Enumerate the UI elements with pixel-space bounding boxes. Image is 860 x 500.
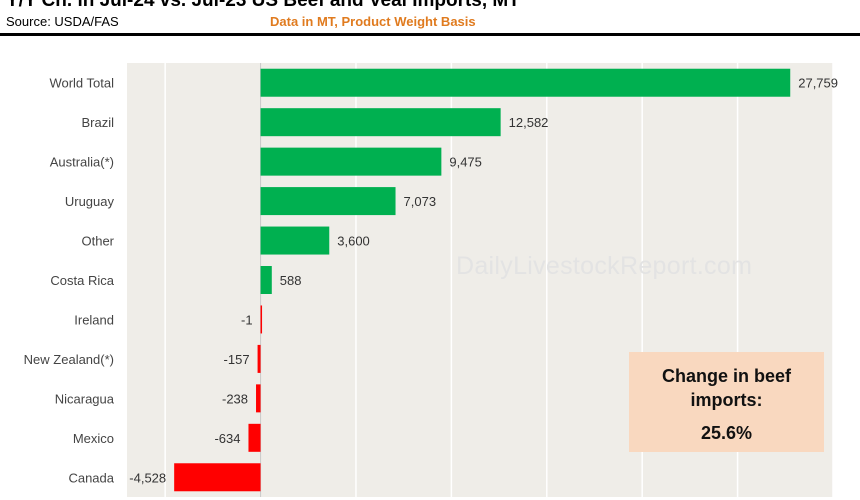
bar bbox=[260, 68, 791, 97]
category-label: Nicaragua bbox=[55, 391, 115, 406]
bar bbox=[260, 266, 272, 294]
header-rule bbox=[0, 33, 860, 36]
data-label: -4,528 bbox=[129, 470, 166, 485]
bar bbox=[260, 108, 501, 137]
data-label: -157 bbox=[224, 352, 250, 367]
category-label: Canada bbox=[68, 470, 114, 485]
callout-value: 25.6% bbox=[700, 423, 753, 443]
data-units-note: Data in MT, Product Weight Basis bbox=[270, 14, 476, 29]
chart-title: Y/Y Ch. in Jul-24 vs. Jul-23 US Beef and… bbox=[6, 0, 520, 11]
bar bbox=[257, 344, 261, 373]
callout-label: Change in beef imports: bbox=[661, 366, 791, 410]
category-label: Brazil bbox=[81, 115, 114, 130]
category-label: Mexico bbox=[73, 431, 114, 446]
source-label: Source: USDA/FAS bbox=[6, 14, 119, 29]
data-label: 3,600 bbox=[337, 234, 370, 249]
data-label: -1 bbox=[241, 312, 253, 327]
data-label: 7,073 bbox=[404, 194, 437, 209]
category-label: New Zealand(*) bbox=[24, 352, 114, 367]
data-label: 27,759 bbox=[798, 76, 838, 91]
bar bbox=[248, 423, 261, 452]
category-label: World Total bbox=[49, 76, 114, 91]
bar bbox=[260, 226, 330, 255]
data-label: 12,582 bbox=[509, 115, 549, 130]
category-label: Uruguay bbox=[65, 194, 115, 209]
category-label: Costa Rica bbox=[50, 273, 114, 288]
data-label: -238 bbox=[222, 391, 248, 406]
data-label: -634 bbox=[214, 431, 240, 446]
bar bbox=[174, 463, 261, 492]
data-label: 9,475 bbox=[449, 155, 482, 170]
bar bbox=[260, 187, 396, 216]
bar bbox=[260, 305, 263, 334]
bar bbox=[256, 384, 261, 413]
callout-box: Change in beef imports: 25.6% bbox=[629, 352, 824, 452]
bar bbox=[260, 147, 442, 176]
category-label: Australia(*) bbox=[50, 155, 114, 170]
data-label: 588 bbox=[280, 273, 302, 288]
category-label: Other bbox=[81, 234, 114, 249]
category-label: Ireland bbox=[74, 312, 114, 327]
watermark: DailyLivestockReport.com bbox=[456, 252, 753, 280]
